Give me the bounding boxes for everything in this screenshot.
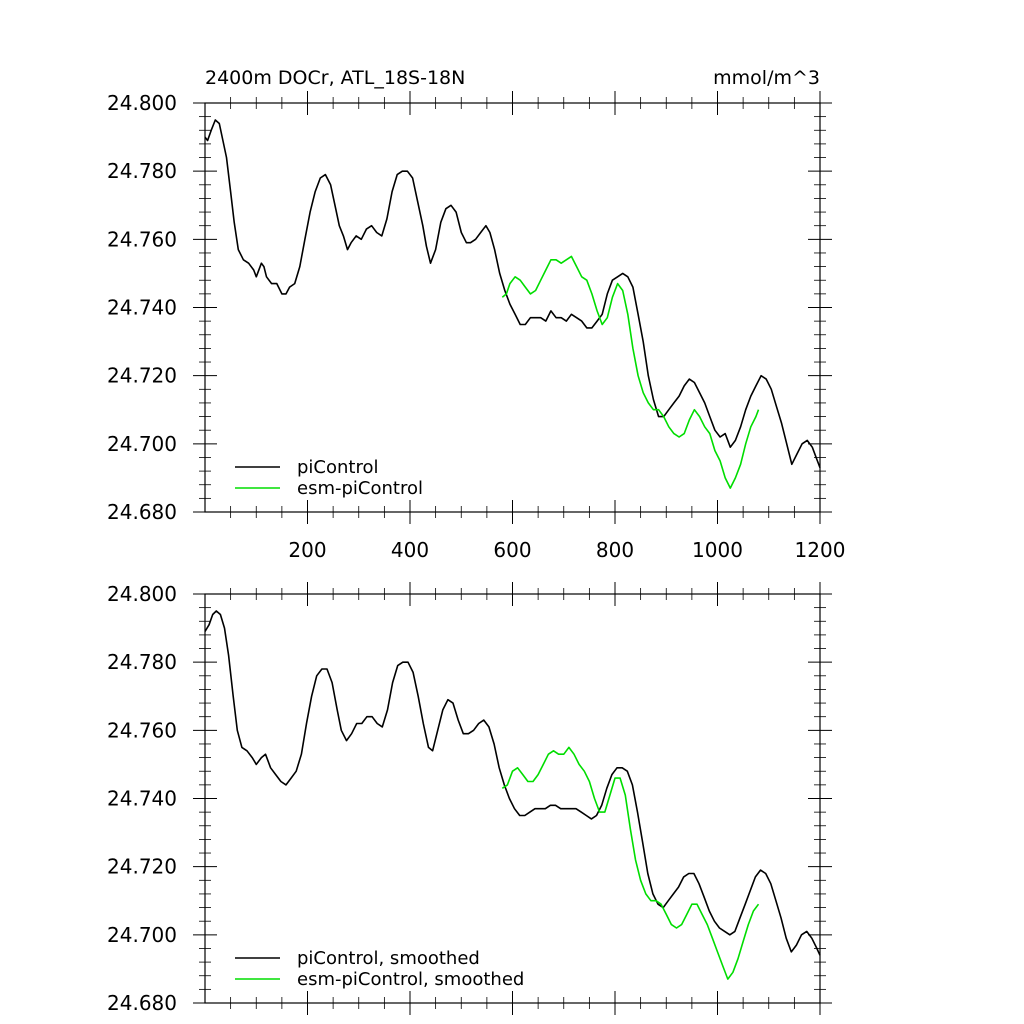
x-tick-label: 200 (288, 538, 326, 562)
y-tick-label: 24.780 (107, 159, 177, 183)
x-tick-label: 800 (596, 538, 634, 562)
y-tick-label: 24.760 (107, 718, 177, 742)
legend-label: piControl, smoothed (297, 948, 480, 969)
y-tick-label: 24.800 (107, 582, 177, 606)
y-tick-label: 24.740 (107, 787, 177, 811)
series-line-esm-picontrol (501, 255, 760, 489)
x-tick-label: 1200 (795, 538, 846, 562)
y-tick-label: 24.740 (107, 296, 177, 320)
y-tick-label: 24.680 (107, 500, 177, 524)
series-line-picontrol (204, 119, 821, 468)
legend-label: esm-piControl (297, 478, 423, 499)
series-line-picontrol-smoothed (204, 610, 821, 956)
chart-title: 2400m DOCr, ATL_18S-18N (205, 67, 465, 89)
x-tick-label: 400 (391, 538, 429, 562)
y-tick-label: 24.780 (107, 650, 177, 674)
y-tick-label: 24.720 (107, 855, 177, 879)
series-line-esm-picontrol-smoothed (501, 746, 760, 980)
y-tick-label: 24.800 (107, 91, 177, 115)
y-tick-label: 24.760 (107, 227, 177, 251)
chart-units: mmol/m^3 (713, 67, 820, 89)
legend-label: esm-piControl, smoothed (297, 969, 524, 990)
raw-panel: 24.680 24.700 24.720 24.740 24.760 24.780 24.8… (107, 91, 845, 562)
y-tick-label: 24.720 (107, 364, 177, 388)
y-tick-label: 24.680 (107, 991, 177, 1015)
x-tick-label: 600 (493, 538, 531, 562)
smoothed-panel: 24.680 24.700 24.720 24.740 24.760 24.780 24.8… (107, 582, 832, 1015)
x-tick-label: 1000 (692, 538, 743, 562)
y-tick-label: 24.700 (107, 432, 177, 456)
y-tick-label: 24.700 (107, 923, 177, 947)
legend-label: piControl (297, 457, 379, 478)
